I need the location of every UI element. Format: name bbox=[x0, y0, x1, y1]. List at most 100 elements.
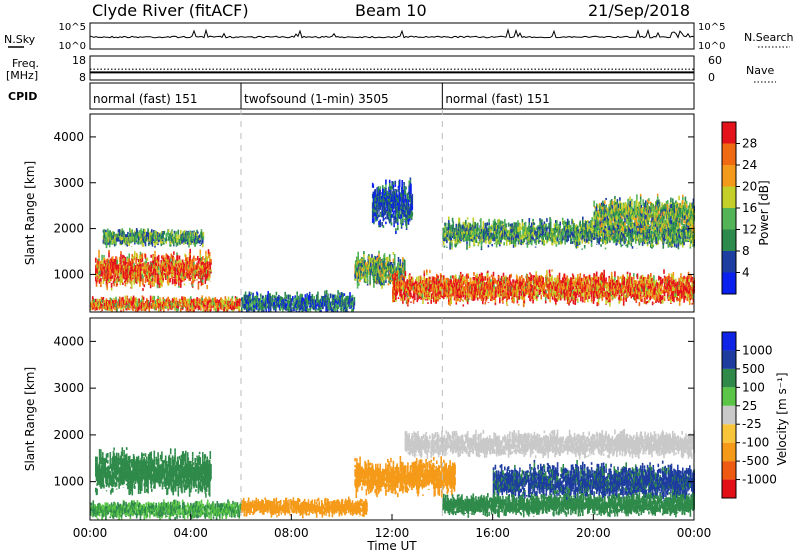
data-cell bbox=[151, 229, 153, 233]
data-cell bbox=[184, 238, 186, 243]
data-cell bbox=[140, 230, 142, 235]
data-cell bbox=[332, 306, 335, 311]
data-cell bbox=[180, 305, 183, 308]
data-cell bbox=[198, 298, 200, 302]
data-cell bbox=[499, 297, 501, 301]
data-cell bbox=[110, 298, 113, 302]
data-cell bbox=[157, 261, 160, 265]
data-cell bbox=[505, 299, 508, 302]
data-cell bbox=[517, 303, 520, 306]
data-cell bbox=[331, 307, 333, 311]
data-cell bbox=[173, 306, 175, 308]
data-cell bbox=[106, 288, 108, 291]
data-cell bbox=[398, 184, 401, 188]
data-cell bbox=[189, 309, 191, 312]
data-cell bbox=[348, 296, 350, 300]
data-cell bbox=[98, 252, 100, 257]
data-cell bbox=[203, 258, 206, 261]
data-cell bbox=[402, 223, 404, 226]
data-cell bbox=[494, 298, 497, 303]
data-cell bbox=[121, 297, 124, 302]
data-cell bbox=[301, 294, 303, 298]
data-cell bbox=[191, 310, 193, 312]
data-cell bbox=[516, 276, 519, 280]
data-cell bbox=[174, 271, 177, 276]
data-cell bbox=[118, 277, 120, 282]
data-cell bbox=[143, 236, 146, 240]
data-cell bbox=[322, 305, 324, 310]
nave-right-tick-bottom: 0 bbox=[708, 71, 715, 84]
data-cell bbox=[208, 297, 211, 300]
data-cell bbox=[348, 306, 350, 308]
noise-sky-trace-line bbox=[89, 27, 695, 39]
data-cell bbox=[124, 256, 127, 262]
beam-label: Beam 10 bbox=[355, 1, 427, 20]
data-cell bbox=[356, 280, 359, 284]
data-cell bbox=[109, 258, 112, 262]
data-cell bbox=[143, 284, 146, 287]
data-cell bbox=[116, 259, 118, 265]
data-cell bbox=[210, 271, 212, 274]
data-cell bbox=[379, 186, 381, 190]
data-cell bbox=[143, 286, 146, 288]
data-cell bbox=[134, 255, 136, 258]
data-cell bbox=[123, 255, 125, 258]
data-cell bbox=[199, 257, 202, 261]
data-cell bbox=[484, 301, 487, 305]
data-cell bbox=[212, 297, 214, 302]
data-cell bbox=[103, 233, 105, 239]
data-cell bbox=[236, 296, 238, 301]
data-cell bbox=[387, 261, 390, 266]
data-cell bbox=[385, 221, 387, 225]
data-cell bbox=[169, 241, 172, 245]
data-cell bbox=[193, 306, 195, 310]
data-cell bbox=[181, 262, 184, 265]
data-cell bbox=[109, 309, 112, 311]
data-cell bbox=[409, 180, 412, 183]
data-cell bbox=[141, 306, 143, 309]
data-cell bbox=[157, 254, 160, 258]
data-cell bbox=[317, 291, 319, 296]
data-cell bbox=[390, 222, 393, 226]
data-cell bbox=[324, 290, 326, 296]
data-cell bbox=[114, 307, 117, 310]
data-cell bbox=[167, 285, 169, 286]
freq-left-tick-top: 18 bbox=[72, 54, 86, 67]
freq-panel: Freq. [MHz] 18 8 60 0 Nave bbox=[6, 54, 776, 84]
data-cell bbox=[311, 294, 314, 299]
data-cell bbox=[195, 258, 197, 261]
data-cell bbox=[521, 275, 523, 278]
data-cell bbox=[205, 309, 207, 310]
data-cell bbox=[137, 262, 140, 265]
data-cell bbox=[139, 282, 141, 287]
data-cell bbox=[328, 301, 331, 305]
data-cell bbox=[150, 266, 152, 270]
data-cell bbox=[102, 243, 105, 245]
data-cell bbox=[157, 239, 160, 243]
data-cell bbox=[227, 305, 229, 310]
data-cell bbox=[453, 298, 456, 301]
data-cell bbox=[127, 262, 129, 266]
data-cell bbox=[173, 245, 175, 247]
data-cell bbox=[207, 249, 210, 255]
data-cell bbox=[276, 296, 279, 299]
data-cell bbox=[192, 280, 195, 283]
data-cell bbox=[185, 241, 188, 243]
data-cell bbox=[320, 310, 322, 312]
data-cell bbox=[141, 258, 144, 262]
data-cell bbox=[108, 244, 111, 248]
data-cell bbox=[180, 229, 182, 233]
data-cell bbox=[412, 279, 414, 283]
data-cell bbox=[359, 261, 362, 264]
data-cell bbox=[130, 237, 132, 243]
data-cell bbox=[144, 265, 147, 270]
data-cell bbox=[466, 280, 469, 283]
data-cell bbox=[378, 250, 380, 254]
nave-right-tick-top: 60 bbox=[708, 54, 722, 67]
noise-right-tick-top: 10^5 bbox=[698, 22, 725, 33]
data-cell bbox=[217, 306, 220, 311]
data-cell bbox=[383, 285, 385, 286]
data-cell bbox=[363, 271, 366, 274]
data-cell bbox=[188, 238, 190, 241]
data-cell bbox=[268, 299, 271, 305]
